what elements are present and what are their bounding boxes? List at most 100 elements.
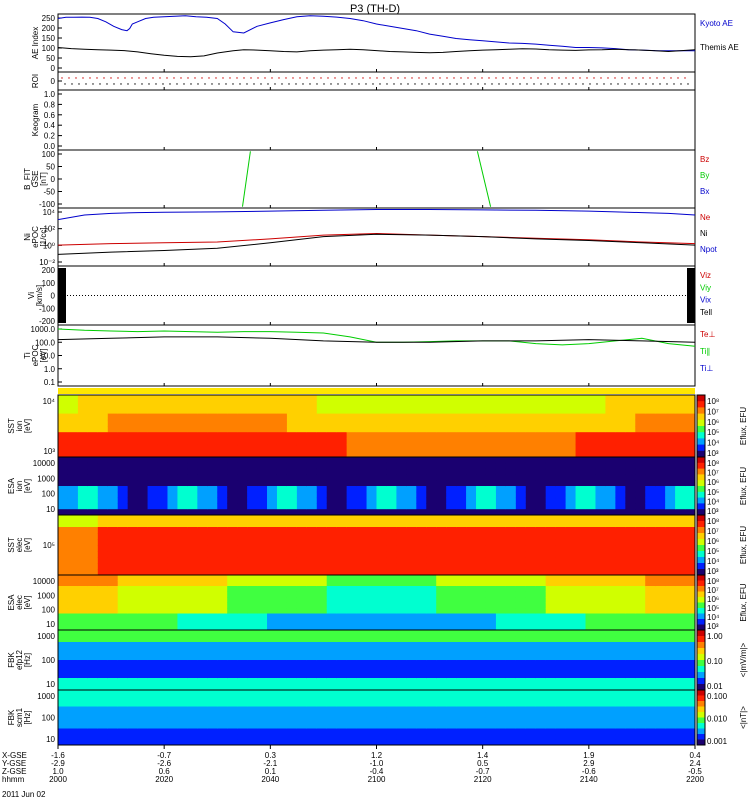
spectro-cell (197, 666, 208, 673)
spectro-cell (585, 695, 596, 702)
colorbar-tick-label: 10⁵ (707, 604, 719, 613)
spectro-cell (356, 527, 368, 534)
spectro-cell (107, 678, 119, 685)
spectro-cell (58, 527, 69, 534)
spectro-cell (665, 642, 676, 649)
spectro-cell (485, 591, 497, 598)
spectro-cell (575, 678, 587, 685)
spectro-cell (276, 545, 288, 552)
spectro-cell (217, 717, 228, 724)
spectro-cell (137, 419, 149, 427)
spectro-cell (247, 624, 258, 631)
spectro-cell (147, 672, 159, 679)
spectro-cell (87, 533, 99, 540)
spectro-cell (316, 712, 328, 718)
spectro-cell (665, 666, 676, 673)
spectro-cell (585, 515, 596, 522)
spectro-cell (615, 672, 626, 679)
spectro-cell (625, 527, 636, 534)
colorbar-cell (697, 723, 705, 727)
spectro-cell (565, 654, 577, 661)
spectro-cell (117, 413, 129, 421)
spectro-cell (605, 684, 616, 691)
spectro-cell (545, 608, 557, 614)
spectro-cell (77, 509, 89, 516)
spectro-cell (157, 684, 168, 691)
spectro-cell (346, 575, 358, 581)
spectro-cell (286, 690, 298, 696)
spectro-cell (187, 503, 198, 510)
spectro-cell (267, 503, 278, 510)
roi-dot (138, 77, 140, 79)
spectro-cell (386, 648, 397, 655)
spectro-cell (545, 569, 557, 576)
spectro-cell (97, 597, 109, 603)
spectro-cell (436, 695, 447, 702)
spectro-cell (645, 734, 656, 740)
spectro-cell (276, 602, 288, 609)
spectro-cell (376, 642, 387, 649)
spectro-cell (227, 426, 238, 433)
spectro-cell (665, 486, 676, 493)
spectro-cell (157, 739, 168, 746)
spectro-cell (356, 672, 368, 679)
spectro-cell (127, 497, 139, 504)
spectro-cell (406, 608, 417, 614)
spectro-cell (67, 497, 79, 504)
spectro-cell (356, 450, 368, 458)
spectro-cell (655, 480, 666, 487)
spectro-cell (505, 739, 517, 746)
spectro-cell (177, 432, 188, 439)
spectro-cell (117, 580, 129, 587)
spectro-cell (197, 480, 208, 487)
spectro-cell (306, 690, 318, 696)
spectro-cell (565, 438, 577, 446)
spectro-cell (575, 723, 587, 729)
spectro-cell (237, 648, 248, 655)
spectro-cell (535, 533, 547, 540)
spectro-cell (147, 509, 159, 516)
spectro-cell (376, 527, 387, 534)
spectro-cell (217, 701, 228, 707)
spectro-cell (107, 608, 119, 614)
spectro-cell (217, 608, 228, 614)
spectro-cell (197, 563, 208, 570)
spectro-cell (286, 462, 298, 470)
spectro-cell (227, 419, 238, 427)
spectro-cell (635, 642, 646, 649)
spectro-cell (466, 563, 477, 570)
spectro-cell (685, 497, 696, 504)
spectro-cell (625, 503, 636, 510)
spectro-cell (356, 575, 368, 581)
spectro-cell (495, 706, 507, 713)
spectro-cell (147, 666, 159, 673)
spectro-cell (575, 509, 587, 516)
spectro-cell (535, 413, 547, 421)
spectrogram-sst-ion: SSTion[eV]10⁴10³10⁸10⁷10⁶10⁵10⁴10³Eflux,… (7, 394, 748, 458)
spectro-cell (326, 734, 338, 740)
spectro-cell (655, 533, 666, 540)
spectro-cell (495, 539, 507, 546)
spectro-cell (127, 642, 139, 649)
spectro-cell (436, 723, 447, 729)
spectro-cell (615, 557, 626, 564)
spectro-cell (545, 630, 557, 637)
spectro-cell (545, 580, 557, 587)
spectro-cell (595, 613, 606, 620)
spectro-cell (137, 491, 149, 499)
spectro-cell (675, 557, 686, 564)
roi-dot (659, 83, 661, 85)
spectro-cell (645, 444, 656, 452)
y-tick-label: 0 (51, 175, 56, 184)
spectro-cell (177, 666, 188, 673)
spectro-cell (396, 690, 407, 696)
spectro-cell (615, 613, 626, 620)
spectro-cell (406, 642, 417, 649)
spectro-cell (426, 438, 437, 446)
spectro-cell (416, 624, 427, 631)
spectro-cell (525, 515, 537, 522)
spectro-cell (267, 457, 278, 464)
spectro-cell (436, 407, 447, 415)
spectro-cell (675, 739, 686, 746)
spectro-cell (97, 413, 109, 421)
